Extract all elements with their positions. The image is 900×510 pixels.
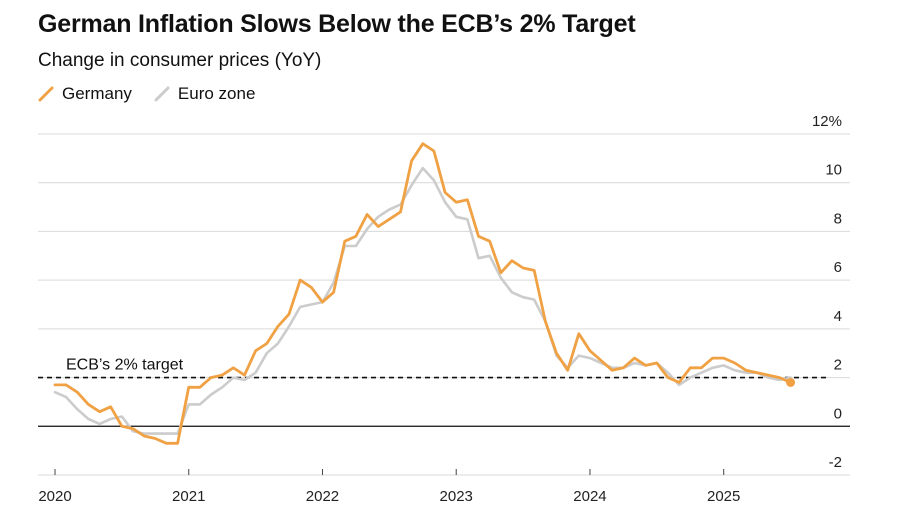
x-tick-label: 2025 [707,488,740,505]
legend-swatch-germany [38,86,54,102]
chart-title: German Inflation Slows Below the ECB’s 2… [38,10,636,38]
y-tick-label: 2 [834,357,842,374]
legend-label-euro-zone: Euro zone [177,84,256,103]
chart-subtitle: Change in consumer prices (YoY) [38,50,322,71]
y-axis-ticks: -2 0 2 4 6 8 10 12% [812,113,842,471]
y-tick-label: 8 [834,210,842,227]
x-axis-ticks: 2020 2021 2022 2023 2024 2025 [38,469,740,505]
legend-item-germany: Germany [38,84,132,104]
legend-item-euro-zone: Euro zone [154,84,256,104]
y-tick-label: 0 [834,405,842,422]
series-line-germany [53,142,792,445]
y-tick-label: 12% [812,113,842,130]
legend: Germany Euro zone [38,84,255,104]
y-tick-label: 10 [825,162,842,179]
y-tick-label: 4 [834,308,842,325]
x-tick-label: 2020 [38,488,71,505]
ecb-target-label: ECB’s 2% target [66,357,184,374]
legend-swatch-euro-zone [154,86,170,102]
germany-end-marker [786,377,796,387]
series-line-euro-zone [53,166,792,435]
reference-line-group: ECB’s 2% target [38,357,826,379]
x-tick-label: 2021 [172,488,205,505]
x-tick-label: 2022 [306,488,339,505]
x-tick-label: 2024 [573,488,606,505]
y-tick-label: -2 [829,454,842,471]
series-group [53,142,796,445]
x-tick-label: 2023 [440,488,473,505]
y-tick-label: 6 [834,259,842,276]
legend-label-germany: Germany [62,84,132,103]
